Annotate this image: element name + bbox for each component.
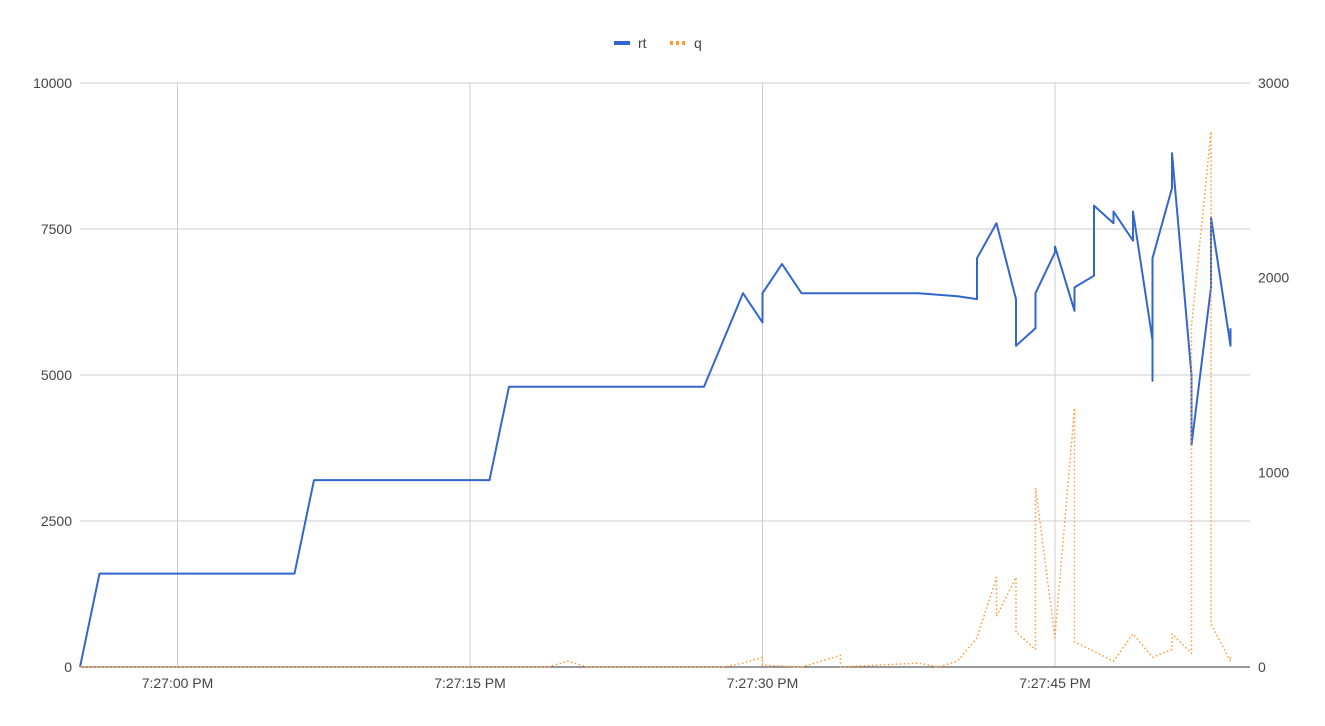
y-right-tick-label: 2000 — [1258, 270, 1289, 286]
legend-label: rt — [638, 35, 647, 51]
y-left-tick-label: 2500 — [41, 513, 72, 529]
legend-item-q[interactable]: q — [670, 35, 702, 51]
y-right-tick-label: 3000 — [1258, 75, 1289, 91]
y-left-tick-label: 0 — [64, 659, 72, 675]
series-layer — [79, 130, 1232, 668]
x-tick-label: 7:27:00 PM — [142, 675, 214, 691]
y-right-tick-label: 1000 — [1258, 464, 1289, 480]
series-line-rt — [79, 152, 1232, 668]
y-left-tick-label: 10000 — [33, 75, 72, 91]
legend[interactable]: rt q — [614, 35, 702, 51]
x-tick-label: 7:27:45 PM — [1019, 675, 1091, 691]
axis-labels: 0 2500 5000 7500 10000 0 1000 2000 3000 7:27:00 P… — [33, 75, 1289, 691]
y-left-tick-label: 7500 — [41, 221, 72, 237]
legend-item-rt[interactable]: rt — [614, 35, 647, 51]
y-left-tick-label: 5000 — [41, 367, 72, 383]
series-line-q — [80, 130, 1232, 668]
x-tick-label: 7:27:15 PM — [434, 675, 506, 691]
grid-layer — [80, 82, 1250, 668]
y-right-tick-label: 0 — [1258, 659, 1266, 675]
legend-label: q — [694, 35, 702, 51]
x-tick-label: 7:27:30 PM — [727, 675, 799, 691]
